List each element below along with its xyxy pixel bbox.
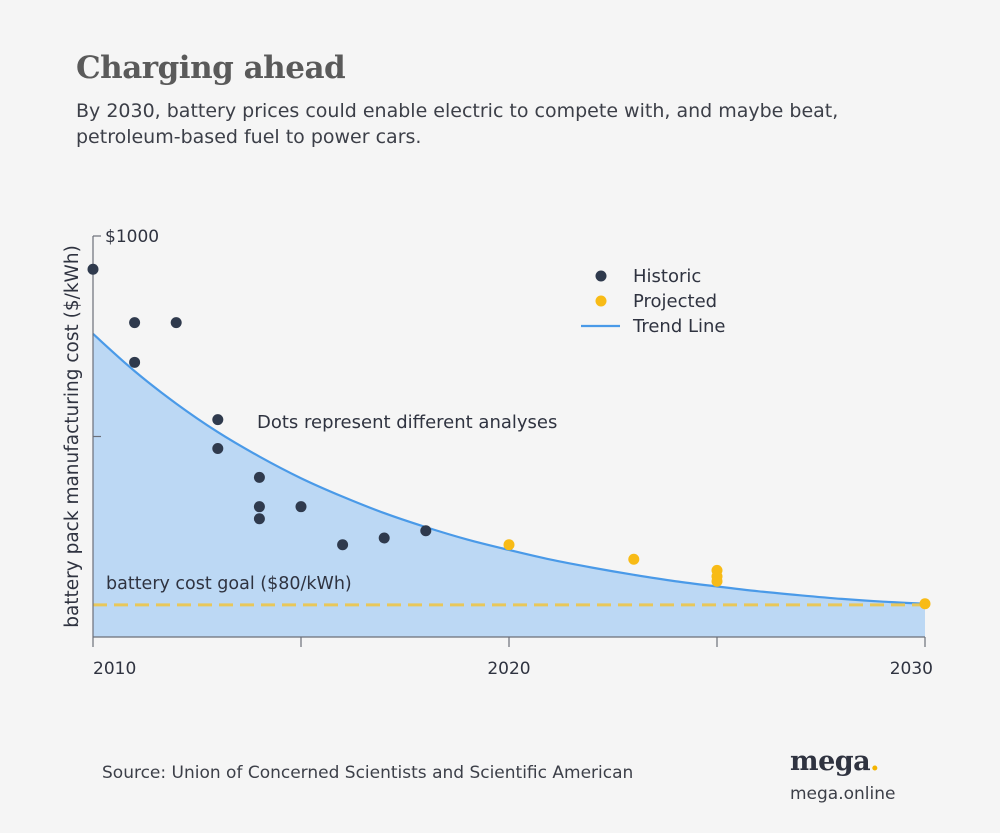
y-axis-label: battery pack manufacturing cost ($/kWh) <box>62 245 83 628</box>
projected-point <box>503 539 515 551</box>
projected-point <box>628 553 640 565</box>
legend-label: Historic <box>633 266 701 287</box>
chart-title: Charging ahead <box>76 50 346 86</box>
y-tick-label: $1000 <box>105 227 159 247</box>
historic-point <box>212 443 224 455</box>
legend-marker-projected <box>595 295 607 307</box>
historic-point <box>253 513 265 525</box>
goal-label: battery cost goal ($80/kWh) <box>106 574 352 594</box>
legend-label: Trend Line <box>632 316 726 337</box>
projected-point <box>919 598 931 610</box>
axis-layer <box>92 235 926 647</box>
annotation: Dots represent different analyses <box>257 412 557 433</box>
x-tick-label: 2010 <box>93 659 136 679</box>
legend-marker-historic <box>595 270 607 282</box>
historic-point <box>378 532 390 544</box>
projected-point <box>711 575 723 587</box>
source-note: Source: Union of Concerned Scientists an… <box>102 763 634 783</box>
historic-point <box>253 501 265 513</box>
x-tick-label: 2030 <box>890 659 933 679</box>
historic-point <box>129 317 141 329</box>
historic-point <box>129 356 141 368</box>
brand-logo: mega. <box>790 746 880 777</box>
legend: Historic Projected Trend Line <box>581 266 726 337</box>
label-layer: battery cost goal ($80/kWh) $1000 2010 2020… <box>62 227 933 679</box>
historic-point <box>420 525 432 537</box>
brand-name: mega <box>790 746 871 777</box>
historic-point <box>87 263 99 275</box>
brand-url: mega.online <box>790 784 896 804</box>
historic-point <box>170 317 182 329</box>
historic-point <box>295 501 307 513</box>
legend-label: Projected <box>633 291 717 312</box>
x-tick-label: 2020 <box>487 659 530 679</box>
points-layer <box>87 263 931 610</box>
historic-point <box>253 471 265 483</box>
historic-point <box>337 539 349 551</box>
historic-point <box>212 414 224 426</box>
chart-subtitle: By 2030, battery prices could enable ele… <box>76 100 839 148</box>
trend-area <box>93 333 925 637</box>
brand-dot: . <box>870 746 880 777</box>
